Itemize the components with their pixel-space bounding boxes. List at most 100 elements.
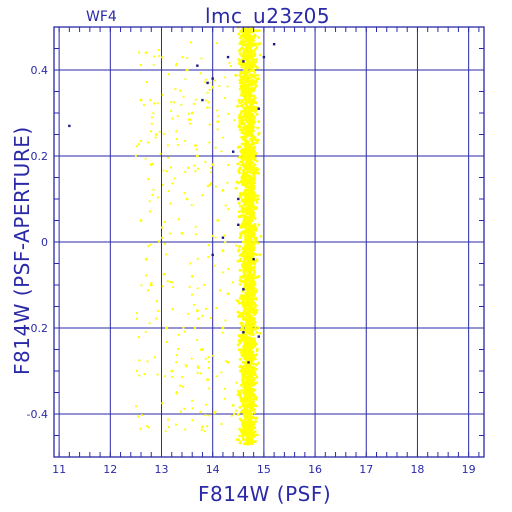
data-point — [242, 240, 245, 244]
data-point — [139, 427, 142, 430]
data-point — [194, 225, 197, 228]
data-point — [254, 290, 258, 294]
data-point — [242, 52, 246, 55]
data-point — [255, 381, 259, 385]
data-point — [248, 373, 252, 377]
data-point — [247, 207, 251, 211]
data-point — [153, 102, 156, 105]
data-point — [240, 131, 244, 135]
data-point — [250, 403, 254, 407]
data-point — [207, 255, 210, 258]
data-point — [247, 126, 251, 129]
data-point — [243, 40, 247, 44]
data-point — [134, 154, 137, 157]
data-point — [189, 41, 192, 44]
data-point — [220, 422, 223, 426]
data-point — [247, 39, 250, 43]
data-point — [221, 249, 225, 253]
data-point — [140, 413, 144, 417]
data-point — [182, 95, 185, 98]
data-point — [255, 171, 258, 175]
data-point — [240, 180, 244, 184]
data-point — [242, 250, 246, 254]
data-point — [185, 197, 189, 201]
data-point — [258, 53, 262, 57]
data-point — [149, 243, 152, 246]
data-point — [252, 49, 256, 53]
data-point — [211, 163, 215, 167]
data-point — [181, 56, 184, 59]
data-point — [245, 156, 248, 159]
data-point — [247, 340, 251, 344]
chart-title: lmc_u23z05 — [205, 4, 331, 28]
y-tick-label: -0.2 — [27, 322, 48, 335]
data-point — [226, 85, 229, 88]
data-point — [250, 178, 254, 181]
data-point — [252, 68, 256, 72]
data-point — [252, 345, 256, 348]
data-point — [252, 337, 256, 341]
data-point — [239, 339, 243, 343]
data-point — [251, 322, 255, 325]
data-point — [248, 390, 252, 394]
x-tick-label: 16 — [308, 463, 322, 476]
data-point — [171, 117, 174, 120]
data-point — [249, 183, 253, 187]
data-point — [254, 420, 257, 423]
data-point — [249, 83, 253, 86]
data-point — [247, 428, 251, 432]
data-point — [193, 326, 196, 329]
data-point — [151, 193, 154, 196]
data-point — [149, 283, 153, 287]
data-point — [244, 64, 248, 68]
data-point — [247, 301, 251, 305]
data-point — [250, 193, 254, 197]
data-point — [240, 178, 244, 182]
highlight-point — [226, 55, 230, 59]
data-point — [241, 360, 245, 364]
data-point — [243, 229, 247, 233]
points-layer — [68, 25, 276, 446]
data-point — [244, 392, 248, 396]
data-point — [252, 94, 256, 98]
data-point — [174, 64, 178, 67]
data-point — [173, 177, 176, 180]
data-point — [238, 393, 242, 397]
data-point — [170, 109, 173, 112]
data-point — [240, 397, 244, 401]
data-point — [144, 51, 148, 55]
data-point — [237, 334, 241, 338]
data-point — [157, 309, 160, 313]
data-point — [243, 148, 247, 152]
data-point — [247, 189, 250, 192]
data-point — [187, 166, 190, 169]
data-point — [201, 314, 204, 317]
highlight-point — [231, 150, 235, 153]
data-point — [246, 151, 249, 154]
data-point — [248, 402, 252, 405]
data-point — [147, 245, 150, 248]
data-point — [201, 194, 204, 197]
data-point — [135, 311, 138, 315]
data-point — [246, 386, 250, 390]
data-point — [252, 137, 256, 141]
data-point — [248, 233, 252, 237]
data-point — [243, 179, 247, 182]
data-point — [240, 276, 244, 279]
data-point — [137, 143, 140, 146]
data-point — [242, 87, 246, 91]
data-point — [249, 160, 253, 163]
data-point — [139, 219, 143, 222]
data-point — [236, 259, 240, 263]
data-point — [252, 369, 256, 373]
data-point — [187, 112, 191, 115]
data-point — [247, 43, 251, 47]
data-point — [254, 363, 258, 367]
data-point — [244, 261, 248, 265]
data-point — [251, 255, 255, 259]
data-point — [251, 365, 255, 369]
data-point — [242, 34, 245, 37]
data-point — [240, 104, 243, 108]
data-point — [246, 384, 249, 388]
data-point — [240, 279, 243, 283]
